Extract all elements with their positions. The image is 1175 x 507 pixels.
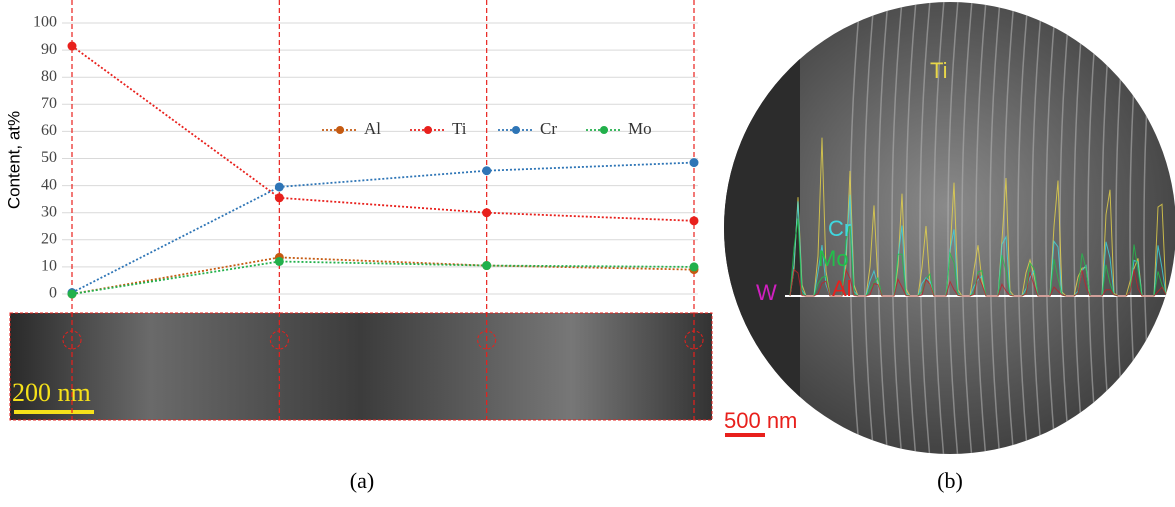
y-tick-label: 80	[41, 68, 57, 85]
legend-marker	[336, 126, 344, 134]
scale-bar-label: 200 nm	[12, 378, 91, 407]
legend-label: Mo	[628, 119, 652, 138]
scale-bar-label: 500 nm	[724, 408, 797, 433]
y-tick-label: 50	[41, 149, 57, 166]
y-tick-label: 100	[33, 14, 57, 31]
scale-bar	[725, 433, 765, 437]
data-point	[690, 262, 699, 271]
y-tick-label: 10	[41, 258, 57, 275]
legend-marker	[512, 126, 520, 134]
legend-label: Al	[364, 119, 381, 138]
data-point	[68, 290, 77, 299]
element-label: W	[756, 280, 777, 305]
data-point	[482, 208, 491, 217]
legend-label: Ti	[452, 119, 467, 138]
series-line	[72, 261, 694, 294]
figure: Content, at% 200 nm 500 nm (a) (b) Ti Cr M…	[0, 0, 1175, 502]
legend-marker	[424, 126, 432, 134]
y-tick-label: 70	[41, 95, 57, 112]
data-point	[275, 257, 284, 266]
element-label: Ti	[930, 58, 948, 83]
panel-label: (a)	[350, 468, 374, 493]
y-tick-label: 30	[41, 203, 57, 220]
scale-bar	[14, 410, 94, 414]
y-tick-label: 60	[41, 122, 57, 139]
data-point	[482, 166, 491, 175]
series-line	[72, 163, 694, 293]
y-tick-label: 20	[41, 230, 57, 247]
element-label: Mo	[818, 246, 849, 271]
page: {"chart_data": {"type": "line", "ylabel"…	[0, 0, 1175, 502]
legend-marker	[600, 126, 608, 134]
y-tick-label: 90	[41, 41, 57, 58]
data-point	[275, 182, 284, 191]
y-tick-label: 0	[49, 285, 57, 302]
data-point	[482, 261, 491, 270]
panel-label: (b)	[937, 468, 963, 493]
element-label: Al	[832, 276, 852, 301]
data-point	[690, 158, 699, 167]
legend-label: Cr	[540, 119, 557, 138]
data-point	[275, 193, 284, 202]
y-axis-label: Content, at%	[4, 111, 23, 209]
y-tick-label: 40	[41, 176, 57, 193]
series-line	[72, 46, 694, 221]
tem-image	[10, 313, 712, 420]
data-point	[690, 216, 699, 225]
element-label: Cr	[828, 216, 851, 241]
data-point	[68, 42, 77, 51]
